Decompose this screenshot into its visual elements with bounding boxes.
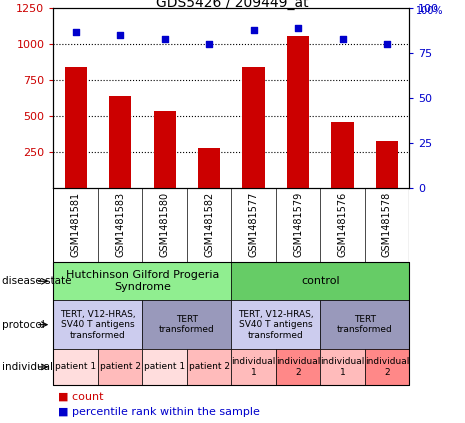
Point — [383, 41, 391, 48]
Text: individual
1: individual 1 — [232, 357, 276, 376]
Text: GDS5426 / 209449_at: GDS5426 / 209449_at — [156, 0, 309, 10]
Text: GSM1481581: GSM1481581 — [71, 192, 81, 257]
Text: patient 2: patient 2 — [100, 363, 141, 371]
Text: disease state: disease state — [2, 276, 72, 286]
Point — [72, 28, 80, 35]
Text: ■ percentile rank within the sample: ■ percentile rank within the sample — [58, 407, 260, 417]
Bar — [376, 142, 398, 188]
Text: ■ count: ■ count — [58, 391, 104, 401]
Text: GSM1481578: GSM1481578 — [382, 192, 392, 257]
Text: GSM1481583: GSM1481583 — [115, 192, 125, 257]
Point — [116, 32, 124, 39]
Point — [339, 36, 346, 42]
Text: individual: individual — [2, 362, 53, 372]
Text: control: control — [301, 276, 339, 286]
Text: GSM1481580: GSM1481580 — [159, 192, 170, 257]
Bar — [109, 96, 131, 188]
Text: patient 1: patient 1 — [144, 363, 185, 371]
Text: GSM1481577: GSM1481577 — [249, 192, 259, 257]
Text: patient 2: patient 2 — [189, 363, 230, 371]
Bar — [153, 110, 176, 188]
Text: GSM1481582: GSM1481582 — [204, 192, 214, 257]
Text: TERT
transformed: TERT transformed — [337, 315, 392, 334]
Point — [294, 25, 302, 32]
Bar — [198, 148, 220, 188]
Text: individual
2: individual 2 — [276, 357, 320, 376]
Bar — [65, 67, 87, 188]
Text: protocol: protocol — [2, 320, 45, 330]
Bar — [242, 67, 265, 188]
Text: TERT, V12-HRAS,
SV40 T antigens
transformed: TERT, V12-HRAS, SV40 T antigens transfor… — [238, 310, 313, 340]
Bar — [332, 122, 353, 188]
Text: TERT, V12-HRAS,
SV40 T antigens
transformed: TERT, V12-HRAS, SV40 T antigens transfor… — [60, 310, 136, 340]
Point — [206, 41, 213, 48]
Text: GSM1481576: GSM1481576 — [338, 192, 347, 257]
Point — [161, 36, 168, 42]
Text: Hutchinson Gilford Progeria
Syndrome: Hutchinson Gilford Progeria Syndrome — [66, 270, 219, 292]
Text: TERT
transformed: TERT transformed — [159, 315, 215, 334]
Text: individual
1: individual 1 — [320, 357, 365, 376]
Bar — [287, 36, 309, 188]
Point — [250, 27, 257, 33]
Text: patient 1: patient 1 — [55, 363, 96, 371]
Text: individual
2: individual 2 — [365, 357, 409, 376]
Text: 100%: 100% — [416, 5, 444, 16]
Text: GSM1481579: GSM1481579 — [293, 192, 303, 257]
